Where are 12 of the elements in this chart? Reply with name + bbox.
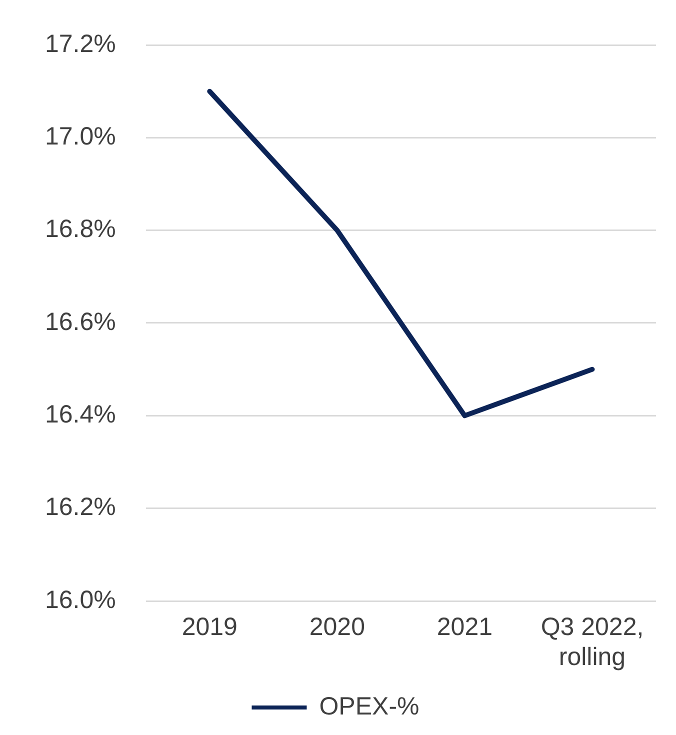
x-tick-label: 2019	[182, 612, 238, 641]
x-tick-label: 2020	[309, 612, 365, 641]
y-tick-label: 16.0%	[44, 586, 116, 614]
y-tick-label: 16.8%	[44, 215, 116, 244]
y-tick-label: 17.2%	[44, 30, 116, 58]
x-tick-label: 2021	[436, 612, 493, 641]
y-tick-label: 17.0%	[44, 122, 116, 151]
y-tick-label: 16.6%	[44, 308, 116, 336]
y-tick-label: 16.2%	[44, 493, 116, 522]
y-tick-label: 16.4%	[44, 400, 116, 429]
legend-label: OPEX-%	[319, 692, 420, 720]
x-tick-label: Q3 2022, rolling	[540, 612, 644, 671]
